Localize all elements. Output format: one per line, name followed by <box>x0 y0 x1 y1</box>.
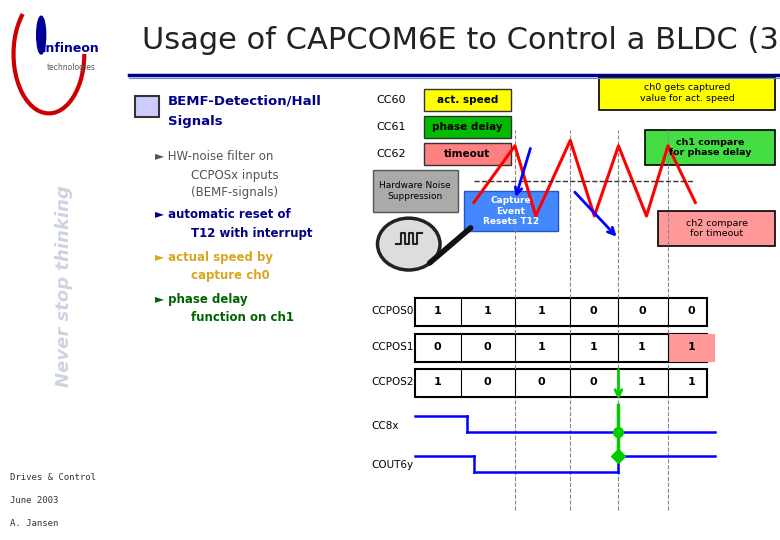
FancyBboxPatch shape <box>373 170 459 212</box>
Text: Hardware Noise
Suppression: Hardware Noise Suppression <box>379 181 451 201</box>
FancyBboxPatch shape <box>668 334 714 362</box>
Text: T12 with interrupt: T12 with interrupt <box>190 227 312 240</box>
Text: 1: 1 <box>638 377 646 387</box>
Text: 0: 0 <box>434 342 441 352</box>
Text: CCPOSx inputs: CCPOSx inputs <box>190 169 278 182</box>
Text: phase delay: phase delay <box>432 122 502 132</box>
FancyBboxPatch shape <box>424 143 511 165</box>
Text: 0: 0 <box>484 342 491 352</box>
Text: A. Jansen: A. Jansen <box>10 519 58 528</box>
Text: 1: 1 <box>537 306 545 315</box>
Text: 0: 0 <box>688 306 695 315</box>
Text: technologies: technologies <box>46 63 95 72</box>
Text: ► phase delay: ► phase delay <box>154 293 247 306</box>
Text: 1: 1 <box>484 306 491 315</box>
Text: 1: 1 <box>687 342 695 352</box>
Text: CC8x: CC8x <box>371 421 399 430</box>
Text: 0: 0 <box>638 306 646 315</box>
FancyBboxPatch shape <box>415 298 707 326</box>
Text: act. speed: act. speed <box>437 95 498 105</box>
Circle shape <box>378 218 440 270</box>
Text: ► HW-noise filter on: ► HW-noise filter on <box>154 150 273 163</box>
Text: 1: 1 <box>434 306 441 315</box>
Text: Drives & Control: Drives & Control <box>10 474 96 482</box>
Text: timeout: timeout <box>445 149 491 159</box>
Text: 0: 0 <box>538 377 545 387</box>
Text: ► actual speed by: ► actual speed by <box>154 251 273 264</box>
FancyBboxPatch shape <box>644 130 775 165</box>
Text: CC60: CC60 <box>376 95 406 105</box>
Text: 0: 0 <box>590 306 597 315</box>
Text: Signals: Signals <box>168 115 222 128</box>
FancyBboxPatch shape <box>599 77 775 110</box>
Text: function on ch1: function on ch1 <box>190 311 293 324</box>
Text: (BEMF-signals): (BEMF-signals) <box>190 186 278 199</box>
Text: 1: 1 <box>687 377 695 387</box>
Text: ch0 gets captured
value for act. speed: ch0 gets captured value for act. speed <box>640 83 735 103</box>
Text: ► automatic reset of: ► automatic reset of <box>154 208 290 221</box>
FancyBboxPatch shape <box>658 211 775 246</box>
Text: CC62: CC62 <box>376 149 406 159</box>
Text: capture ch0: capture ch0 <box>190 269 269 282</box>
Text: Infineon: Infineon <box>42 42 100 55</box>
Text: Usage of CAPCOM6E to Control a BLDC (3): Usage of CAPCOM6E to Control a BLDC (3) <box>142 26 780 55</box>
Circle shape <box>37 16 46 54</box>
FancyBboxPatch shape <box>464 191 558 231</box>
FancyBboxPatch shape <box>415 334 707 362</box>
Text: CC61: CC61 <box>376 122 406 132</box>
FancyBboxPatch shape <box>135 96 158 117</box>
Text: 1: 1 <box>590 342 597 352</box>
Text: 1: 1 <box>434 377 441 387</box>
Text: June 2003: June 2003 <box>10 496 58 505</box>
Text: 0: 0 <box>590 377 597 387</box>
Text: 0: 0 <box>484 377 491 387</box>
Text: CCPOS0: CCPOS0 <box>371 306 413 315</box>
Text: CCPOS1: CCPOS1 <box>371 342 413 352</box>
Text: 1: 1 <box>537 342 545 352</box>
Text: Capture
Event
Resets T12: Capture Event Resets T12 <box>483 196 539 226</box>
Text: 1: 1 <box>638 342 646 352</box>
Text: COUT6y: COUT6y <box>371 461 413 470</box>
FancyBboxPatch shape <box>415 369 707 397</box>
Text: ch2 compare
for timeout: ch2 compare for timeout <box>686 219 748 238</box>
Text: CCPOS2: CCPOS2 <box>371 377 413 387</box>
FancyBboxPatch shape <box>424 89 511 111</box>
Text: Never stop thinking: Never stop thinking <box>55 185 73 387</box>
Text: ch1 compare
for phase delay: ch1 compare for phase delay <box>669 138 752 157</box>
FancyBboxPatch shape <box>424 116 511 138</box>
Text: BEMF-Detection/Hall: BEMF-Detection/Hall <box>168 94 321 107</box>
